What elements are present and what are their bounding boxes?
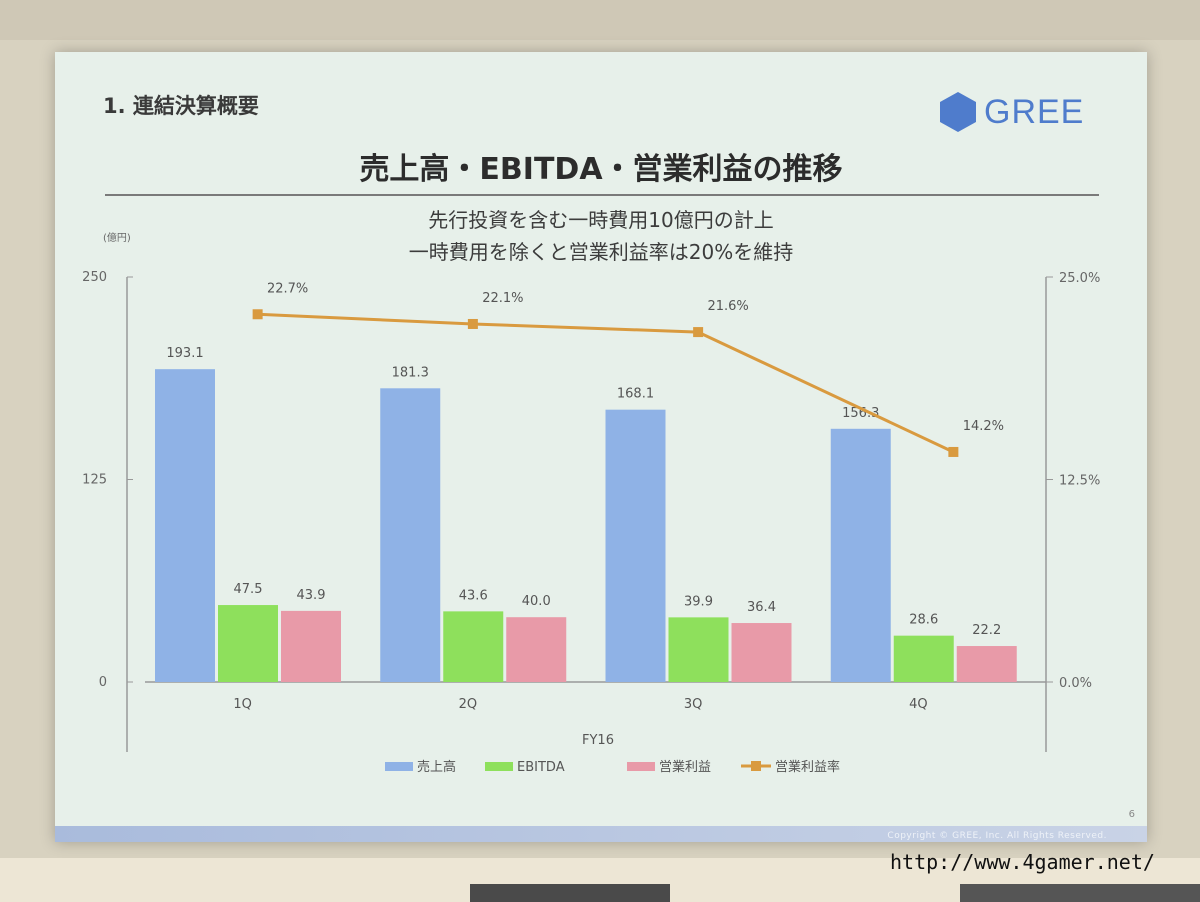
copyright-text: Copyright © GREE, Inc. All Rights Reserv… — [887, 831, 1107, 841]
margin-marker — [948, 446, 959, 457]
slide: 1. 連結決算概要 GREE 売上高・EBITDA・営業利益の推移 先行投資を含… — [55, 52, 1147, 842]
bar-value-label: 181.3 — [392, 365, 429, 380]
legend-label: 売上高 — [417, 759, 456, 775]
margin-marker — [467, 318, 478, 329]
x-tick-label: 1Q — [233, 697, 252, 712]
window-blinds — [470, 884, 670, 902]
bar-value-label: 36.4 — [747, 600, 776, 615]
brand-name: GREE — [984, 92, 1085, 131]
margin-value-label: 22.1% — [482, 291, 523, 306]
x-tick-label: 3Q — [684, 697, 703, 712]
x-tick-label: 4Q — [909, 697, 928, 712]
bar-value-label: 43.6 — [459, 588, 488, 603]
margin-value-label: 21.6% — [707, 299, 748, 314]
legend-marker-swatch — [751, 761, 761, 771]
y-tick-label: 250 — [82, 270, 107, 285]
margin-value-label: 14.2% — [963, 419, 1004, 434]
op-profit-bar — [281, 610, 341, 682]
margin-value-label: 22.7% — [267, 281, 308, 296]
y-tick-label: 125 — [82, 473, 107, 488]
source-watermark: http://www.4gamer.net/ — [890, 850, 1155, 874]
legend-label: 営業利益 — [659, 759, 711, 775]
bar-value-label: 43.9 — [297, 588, 326, 603]
footer-bar: Copyright © GREE, Inc. All Rights Reserv… — [55, 826, 1147, 842]
margin-marker — [252, 309, 263, 320]
sales-bar — [830, 428, 891, 682]
margin-marker — [693, 327, 704, 338]
legend-label: EBITDA — [517, 760, 565, 775]
section-heading: 1. 連結決算概要 — [103, 94, 259, 118]
page-number: 6 — [1128, 809, 1135, 820]
sales-bar — [605, 409, 666, 682]
legend-swatch — [485, 762, 513, 771]
ebitda-bar — [668, 617, 729, 682]
bar-value-label: 193.1 — [166, 346, 203, 361]
bar-value-label: 22.2 — [972, 623, 1001, 638]
ebitda-bar — [443, 611, 504, 682]
legend-swatch — [385, 762, 413, 771]
x-axis-title: FY16 — [582, 733, 614, 748]
bar-value-label: 40.0 — [522, 594, 551, 609]
bar-value-label: 28.6 — [909, 613, 938, 628]
gree-logo: GREE — [938, 90, 1084, 134]
bar-value-label: 168.1 — [617, 387, 654, 402]
bar-value-label: 39.9 — [684, 594, 713, 609]
subtitle-line-2: 一時費用を除くと営業利益率は20%を維持 — [408, 240, 794, 264]
bar-value-label: 156.3 — [842, 406, 879, 421]
x-tick-label: 2Q — [459, 697, 478, 712]
y-tick-label: 0 — [99, 675, 107, 690]
hexagon-icon — [940, 92, 976, 132]
sales-bar — [380, 388, 441, 682]
sales-bar — [155, 369, 215, 682]
y2-tick-label: 25.0% — [1059, 271, 1100, 286]
margin-line — [257, 312, 955, 454]
slide-title: 売上高・EBITDA・営業利益の推移 — [359, 152, 843, 187]
op-profit-bar — [956, 646, 1017, 682]
y-axis-unit-label: (億円) — [103, 231, 131, 244]
projector-screen-top-frame — [0, 0, 1200, 40]
ebitda-bar — [218, 605, 278, 682]
bar-value-label: 47.5 — [234, 582, 263, 597]
combo-chart: (億円) 0 125 250 0.0% 12.5% 25.0% 193.1 47.5 43.9 1Q… — [82, 231, 1100, 775]
y2-tick-label: 0.0% — [1059, 676, 1092, 691]
legend-label: 営業利益率 — [775, 759, 840, 775]
op-profit-bar — [731, 623, 792, 682]
op-profit-bar — [506, 617, 567, 682]
ebitda-bar — [893, 635, 954, 682]
window-blinds-right — [960, 884, 1200, 902]
legend-swatch — [627, 762, 655, 771]
subtitle-line-1: 先行投資を含む一時費用10億円の計上 — [428, 208, 774, 232]
title-divider — [105, 194, 1099, 196]
y2-tick-label: 12.5% — [1059, 474, 1100, 489]
